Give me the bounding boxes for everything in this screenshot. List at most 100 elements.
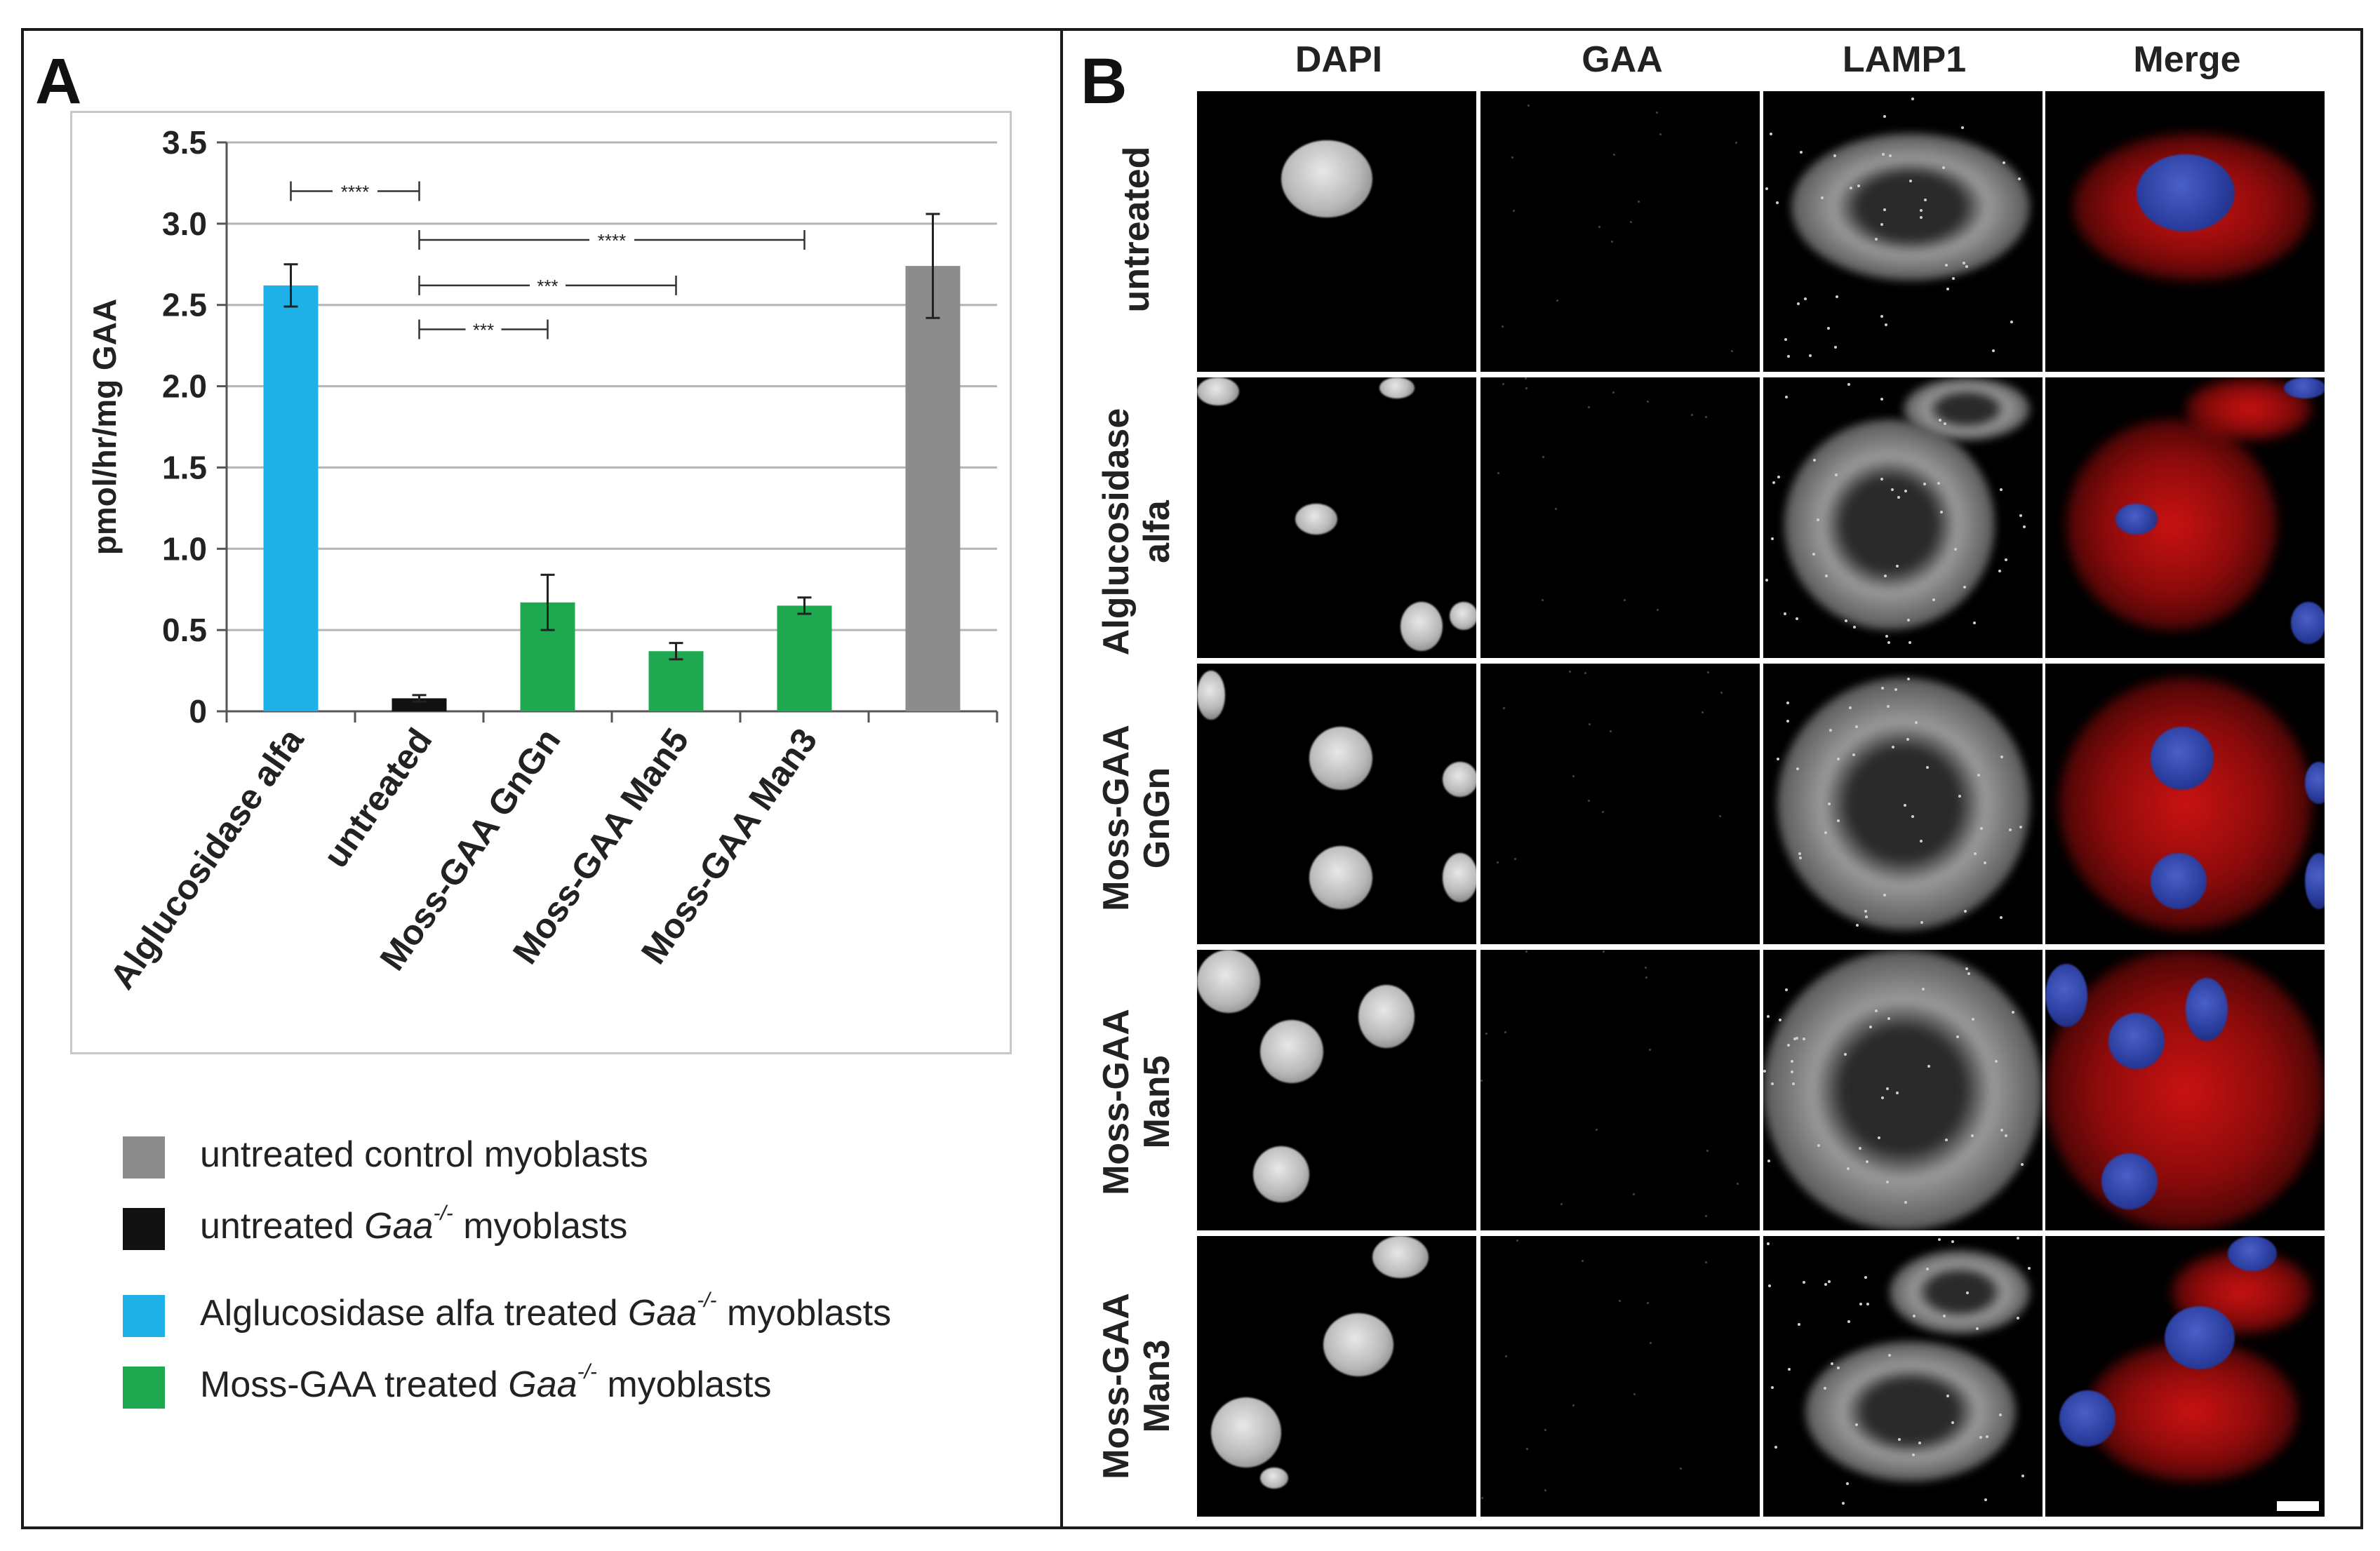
micrograph-lamp1-row-1: [1763, 91, 2043, 372]
lysosome-speck: [1848, 706, 1852, 709]
legend-swatch-control: [123, 1136, 165, 1179]
lysosome-speck: [1887, 641, 1891, 645]
lysosome-speck: [1895, 1092, 1899, 1095]
lysosome-speck: [1925, 766, 1929, 769]
row-label-line: Man5: [1137, 1055, 1177, 1149]
gaa-speck: [1602, 811, 1605, 814]
lysosome-speck: [1963, 262, 1965, 265]
lysosome-speck: [1793, 1037, 1796, 1040]
micrograph-lamp1-row-5: [1763, 1236, 2043, 1517]
lysosome-speck: [1771, 1082, 1774, 1085]
gaa-speck: [1596, 1128, 1598, 1131]
lysosome-speck: [1888, 154, 1892, 157]
nucleus: [1197, 671, 1225, 720]
nucleus-merge: [2186, 978, 2228, 1041]
lysosome-speck: [1994, 1060, 1998, 1063]
lysosome-speck: [1888, 1353, 1892, 1357]
lysosome-speck: [1912, 1453, 1916, 1456]
gaa-speck: [1737, 1183, 1739, 1186]
lysosome-speck: [1965, 967, 1968, 971]
nucleus-merge: [2151, 853, 2207, 909]
legend-label-control: untreated control myoblasts: [200, 1134, 648, 1175]
lysosome-speck: [1965, 265, 1969, 269]
lysosome-signal: [2045, 950, 2325, 1230]
gaa-speck: [1588, 723, 1591, 725]
lysosome-speck: [1880, 223, 1883, 227]
legend-label-alglucosidase: Alglucosidase alfa treated Gaa-/- myobla…: [200, 1289, 892, 1334]
gaa-speck: [1544, 1489, 1547, 1491]
lysosome-speck: [1855, 1423, 1859, 1427]
nucleus-merge: [2291, 602, 2325, 644]
significance-label: ****: [341, 182, 369, 203]
gaa-speck: [1497, 861, 1499, 864]
nucleus-merge: [2305, 853, 2325, 909]
gaa-speck: [1704, 1261, 1707, 1263]
lysosome-speck: [1986, 1435, 1989, 1438]
gaa-speck: [1584, 672, 1587, 675]
lysosome-speck: [1965, 1291, 1969, 1295]
lysosome-speck: [1906, 738, 1909, 741]
lysosome-speck: [1956, 1035, 1960, 1038]
nucleus-merge: [2137, 154, 2235, 231]
lysosome-speck: [2000, 755, 2003, 758]
lysosome-speck: [1998, 1413, 2002, 1416]
lysosome-speck: [1798, 1322, 1801, 1326]
lysosome-speck: [1958, 794, 1962, 798]
lysosome-speck: [1795, 617, 1798, 620]
gaa-speck: [1587, 799, 1590, 802]
row-label-untreated: untreated: [1116, 89, 1157, 370]
lysosome-speck: [1880, 686, 1884, 690]
legend-swatch-moss-gaa: [123, 1367, 165, 1409]
lysosome-speck: [1786, 701, 1790, 704]
lysosome-speck: [1828, 803, 1831, 806]
nucleus-merge: [2059, 1390, 2115, 1446]
gaa-speck: [1516, 1239, 1518, 1242]
gaa-speck: [1504, 1355, 1507, 1357]
lysosome-speck: [1796, 767, 1800, 771]
lysosome-speck: [2022, 525, 2026, 528]
gaa-speck: [1542, 598, 1544, 601]
lysosome-speck: [1820, 196, 1824, 199]
lysosome-speck: [1765, 187, 1768, 190]
lysosome-speck: [1824, 831, 1828, 834]
micrograph-dapi-row-5: [1197, 1236, 1476, 1517]
nucleus-merge: [2108, 1013, 2165, 1069]
lysosome-speck: [1812, 552, 1815, 556]
lysosome-region: [1890, 1250, 2030, 1334]
gaa-speck: [1512, 209, 1515, 212]
micrograph-dapi-row-2: [1197, 377, 1476, 658]
gaa-speck: [1502, 382, 1505, 385]
lysosome-speck: [1808, 354, 1812, 357]
lysosome-speck: [1881, 1096, 1885, 1099]
lysosome-speck: [2016, 1317, 2019, 1320]
lysosome-speck: [1882, 153, 1885, 156]
lysosome-speck: [1786, 355, 1790, 358]
lysosome-speck: [1812, 458, 1816, 462]
lysosome-speck: [1919, 208, 1923, 212]
lysosome-speck: [2005, 1134, 2008, 1137]
lysosome-speck: [2019, 826, 2023, 829]
micrograph-lamp1-row-2: [1763, 377, 2043, 658]
gaa-speck: [1568, 671, 1571, 673]
gaa-speck: [1572, 1404, 1575, 1406]
panel-divider: [1060, 28, 1063, 1529]
lysosome-speck: [1911, 814, 1915, 818]
lysosome-speck: [1964, 910, 1967, 913]
micrograph-merge-row-4: [2045, 950, 2325, 1230]
nucleus-merge: [2101, 1153, 2158, 1209]
row-label-line: Man3: [1137, 1339, 1177, 1433]
gaa-speck: [1629, 221, 1632, 224]
lysosome-speck: [1923, 483, 1926, 486]
lysosome-region: [1904, 377, 2030, 441]
lysosome-region: [1784, 419, 1995, 630]
nucleus: [1450, 602, 1476, 630]
nucleus: [1281, 140, 1372, 217]
nucleus: [1295, 504, 1337, 535]
gaa-speck: [1648, 1048, 1651, 1051]
lysosome-speck: [1767, 1242, 1770, 1245]
nucleus-merge: [2151, 727, 2214, 790]
bar: [777, 605, 832, 711]
legend-label-untreated: untreated Gaa-/- myoblasts: [200, 1202, 628, 1247]
lysosome-speck: [1799, 151, 1803, 154]
lysosome-signal: [2066, 419, 2277, 630]
